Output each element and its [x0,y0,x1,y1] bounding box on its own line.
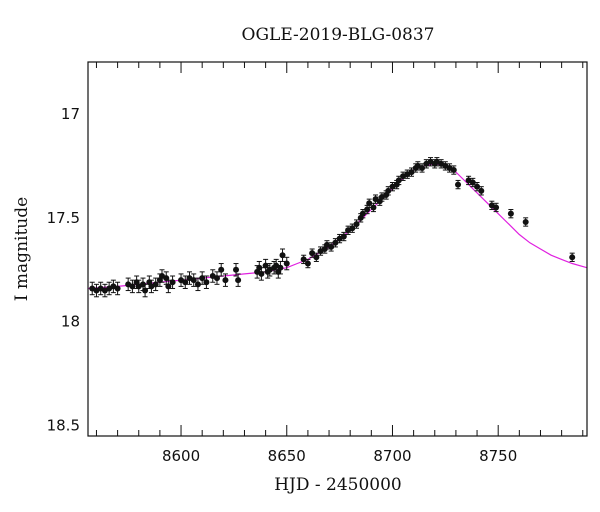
data-point [507,209,514,219]
data-point-marker [194,281,201,288]
data-point-marker [309,250,316,257]
data-point-marker [478,187,485,194]
data-point-marker [366,200,373,207]
data-point-marker [190,277,197,284]
data-point-marker [152,281,159,288]
data-point-marker [114,285,121,292]
data-point [142,283,149,298]
data-point [455,179,462,190]
data-point [114,281,121,296]
data-point [332,238,339,248]
y-axis-label: I magnitude [12,197,32,301]
data-point-marker [359,210,366,217]
data-point [190,273,197,287]
data-point [474,182,481,192]
data-point [235,273,242,287]
x-tick-label: 8700 [373,447,411,465]
data-point [340,231,347,242]
data-point-marker [408,169,415,176]
data-point-marker [332,239,339,246]
x-axis-label: HJD - 2450000 [274,475,402,495]
data-point-marker [340,233,347,240]
data-point-marker [364,206,371,213]
data-point [522,217,529,227]
data-point [433,157,440,167]
data-point-marker [218,266,225,273]
data-point-marker [353,221,360,228]
data-point [283,256,290,271]
data-point-marker [129,283,136,290]
data-point-marker [419,164,426,171]
data-point-marker [169,279,176,286]
data-point-marker [450,167,457,174]
data-point [400,171,407,181]
data-point [569,252,576,262]
data-point-marker [395,177,402,184]
data-point [372,194,379,204]
data-point [182,275,189,289]
data-point-marker [279,252,286,259]
data-point [266,263,273,277]
data-point [478,186,485,196]
data-point [304,258,311,269]
x-tick-label: 8600 [162,447,200,465]
data-point-marker [277,264,284,271]
y-tick-label: 17 [61,105,80,123]
data-point [129,279,136,294]
data-point [488,200,495,211]
data-point [213,271,220,285]
data-point [450,165,457,175]
data-point-marker [304,260,311,267]
data-point [222,273,229,287]
x-tick-label: 8650 [268,447,306,465]
chart-title: OGLE-2019-BLG-0837 [242,25,435,45]
data-point-marker [165,283,172,290]
data-point-marker [222,277,229,284]
data-point-marker [370,204,377,211]
data-point-marker [258,270,265,277]
data-point [165,279,172,294]
data-point-marker [474,183,481,190]
data-point-marker [493,204,500,211]
data-point-marker [142,287,149,294]
data-point [199,271,206,285]
data-point-marker [569,254,576,261]
data-point-marker [455,181,462,188]
data-point-marker [203,279,210,286]
data-point [169,275,176,289]
data-point [300,254,307,265]
data-point-marker [233,266,240,273]
plot-frame [87,61,588,437]
data-point-marker [163,275,170,282]
data-point [203,275,210,289]
data-point-marker [235,277,242,284]
data-point-marker [182,279,189,286]
data-point [328,242,335,252]
y-tick-label: 17.5 [47,209,80,227]
data-point-marker [213,275,220,282]
data-point [152,277,159,292]
data-point [258,267,265,281]
data-point-marker [313,254,320,261]
data-point-marker [328,243,335,250]
data-point [279,248,286,262]
y-tick-label: 18.5 [47,417,80,435]
data-point-marker [507,210,514,217]
data-point [353,219,360,229]
data-point [493,202,500,213]
data-point-marker [300,256,307,263]
data-point-marker [522,218,529,225]
y-tick-label: 18 [61,313,80,331]
data-point [313,252,320,262]
data-point [277,260,284,275]
data-point-marker [385,187,392,194]
data-point-marker [469,179,476,186]
x-tick-label: 8750 [479,447,517,465]
data-point [323,240,330,250]
data-point-marker [283,260,290,267]
data-point-marker [349,225,356,232]
data-point [218,263,225,277]
data-point-marker [199,275,206,282]
